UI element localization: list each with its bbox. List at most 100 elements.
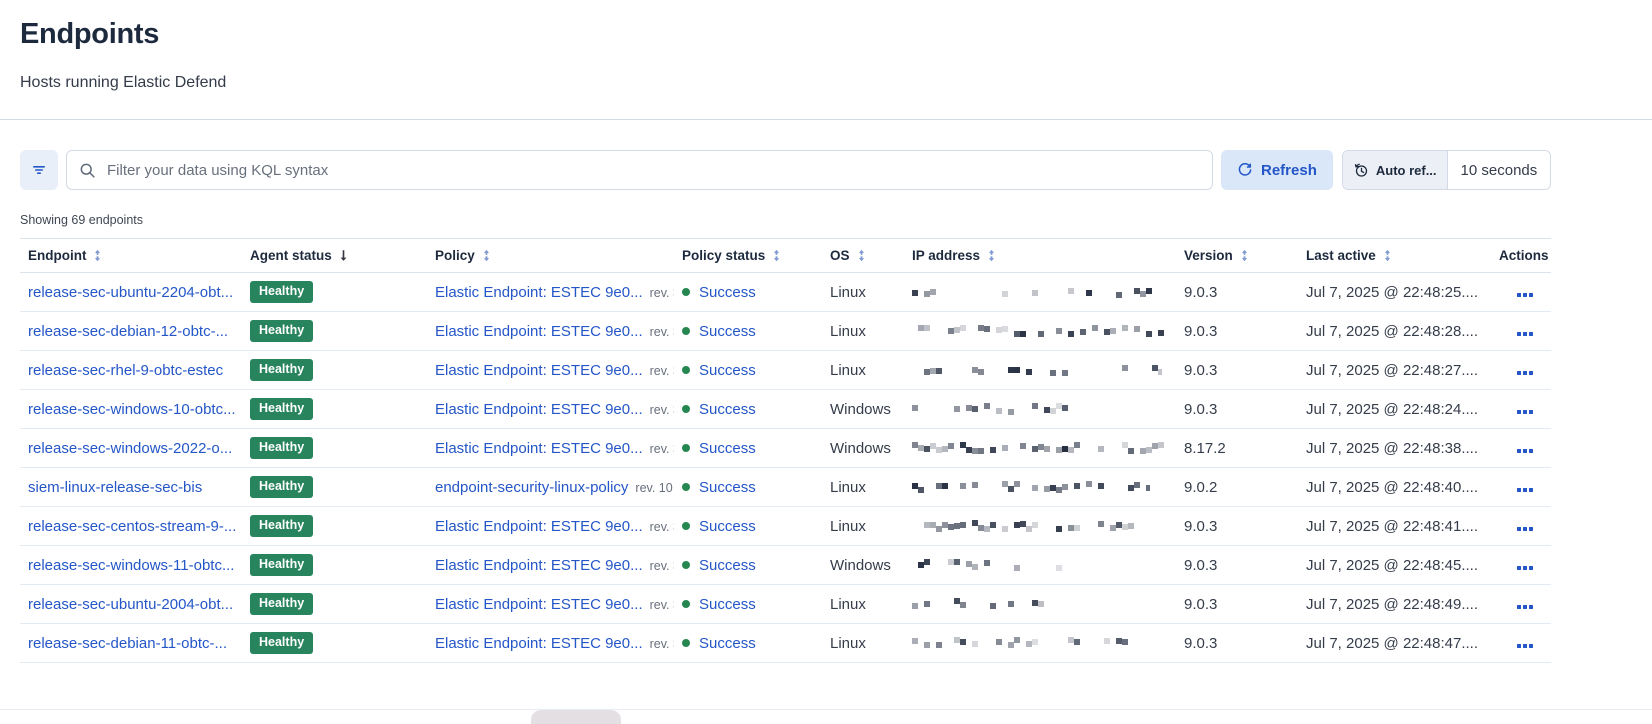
row-actions-button[interactable] bbox=[1513, 445, 1537, 457]
auto-refresh-interval[interactable]: 10 seconds bbox=[1447, 151, 1551, 189]
policy-status-link[interactable]: Success bbox=[699, 556, 756, 574]
policy-link[interactable]: Elastic Endpoint: ESTEC 9e0... bbox=[435, 439, 643, 457]
version-label: 9.0.3 bbox=[1184, 283, 1218, 301]
boxes-horizontal-icon bbox=[1517, 487, 1521, 492]
policy-status-link[interactable]: Success bbox=[699, 283, 756, 301]
table-row: release-sec-windows-11-obtc... Healthy Ela… bbox=[20, 545, 1551, 585]
column-header-last-active[interactable]: Last active bbox=[1298, 238, 1491, 273]
kql-search-input[interactable] bbox=[105, 160, 1200, 180]
table-row: siem-linux-release-sec-bis Healthy endpoin… bbox=[20, 467, 1551, 507]
policy-status-dot bbox=[682, 599, 690, 608]
last-active-label: Jul 7, 2025 @ 22:48:27.... bbox=[1306, 361, 1479, 379]
version-label: 9.0.3 bbox=[1184, 517, 1218, 535]
row-actions-button[interactable] bbox=[1513, 328, 1537, 340]
column-label: Last active bbox=[1306, 248, 1376, 263]
policy-link[interactable]: Elastic Endpoint: ESTEC 9e0... bbox=[435, 595, 643, 613]
policy-status-link[interactable]: Success bbox=[699, 400, 756, 418]
policy-status-link[interactable]: Success bbox=[699, 322, 756, 340]
last-active-label: Jul 7, 2025 @ 22:48:47.... bbox=[1306, 634, 1479, 652]
os-label: Windows bbox=[830, 400, 891, 418]
agent-status-badge: Healthy bbox=[250, 359, 314, 381]
agent-status-badge: Healthy bbox=[250, 281, 314, 303]
last-active-label: Jul 7, 2025 @ 22:48:24.... bbox=[1306, 400, 1479, 418]
endpoint-count-summary: Showing 69 endpoints bbox=[20, 213, 144, 227]
column-header-policy-status[interactable]: Policy status bbox=[674, 238, 822, 273]
policy-revision: rev. 36 bbox=[649, 558, 674, 573]
row-actions-button[interactable] bbox=[1513, 601, 1537, 613]
boxes-horizontal-icon bbox=[1517, 526, 1521, 531]
policy-status-link[interactable]: Success bbox=[699, 595, 756, 613]
last-active-label: Jul 7, 2025 @ 22:48:41.... bbox=[1306, 517, 1479, 535]
boxes-horizontal-icon bbox=[1517, 643, 1521, 648]
row-actions-button[interactable] bbox=[1513, 289, 1537, 301]
policy-status-link[interactable]: Success bbox=[699, 517, 756, 535]
auto-refresh-label: Auto ref... bbox=[1375, 162, 1437, 178]
table-row: release-sec-rhel-9-obtc-estec Healthy Elas… bbox=[20, 350, 1551, 390]
version-label: 8.17.2 bbox=[1184, 439, 1226, 457]
endpoint-link[interactable]: release-sec-debian-11-obtc-... bbox=[28, 634, 227, 652]
row-actions-button[interactable] bbox=[1513, 406, 1537, 418]
endpoint-link[interactable]: release-sec-windows-11-obtc... bbox=[28, 556, 235, 574]
page-title: Endpoints bbox=[20, 18, 160, 50]
sort-both-icon bbox=[774, 249, 780, 262]
policy-link[interactable]: Elastic Endpoint: ESTEC 9e0... bbox=[435, 634, 643, 652]
row-actions-button[interactable] bbox=[1513, 640, 1537, 652]
policy-link[interactable]: Elastic Endpoint: ESTEC 9e0... bbox=[435, 322, 643, 340]
policy-status-link[interactable]: Success bbox=[699, 634, 756, 652]
policy-link[interactable]: Elastic Endpoint: ESTEC 9e0... bbox=[435, 283, 643, 301]
version-label: 9.0.3 bbox=[1184, 634, 1218, 652]
column-header-os[interactable]: OS bbox=[822, 238, 904, 273]
row-actions-button[interactable] bbox=[1513, 562, 1537, 574]
column-header-agent-status[interactable]: Agent status bbox=[242, 238, 427, 273]
column-header-policy[interactable]: Policy bbox=[427, 238, 674, 273]
bottom-partial-element[interactable] bbox=[531, 710, 621, 724]
ip-address-redacted bbox=[912, 364, 1162, 377]
policy-status-link[interactable]: Success bbox=[699, 361, 756, 379]
policy-link[interactable]: Elastic Endpoint: ESTEC 9e0... bbox=[435, 556, 643, 574]
version-label: 9.0.3 bbox=[1184, 322, 1218, 340]
endpoint-link[interactable]: release-sec-ubuntu-2004-obt... bbox=[28, 595, 234, 613]
endpoint-link[interactable]: release-sec-ubuntu-2204-obt... bbox=[28, 283, 234, 301]
ip-address-redacted bbox=[912, 597, 1062, 611]
row-actions-button[interactable] bbox=[1513, 484, 1537, 496]
endpoint-link[interactable]: release-sec-rhel-9-obtc-estec bbox=[28, 361, 224, 379]
os-label: Linux bbox=[830, 517, 866, 535]
policy-link[interactable]: Elastic Endpoint: ESTEC 9e0... bbox=[435, 400, 643, 418]
sort-both-icon bbox=[988, 249, 995, 262]
policy-revision: rev. 36 bbox=[649, 519, 674, 534]
column-label: OS bbox=[830, 248, 850, 263]
endpoint-link[interactable]: siem-linux-release-sec-bis bbox=[28, 478, 203, 496]
policy-revision: rev. 10 bbox=[635, 480, 673, 495]
row-actions-button[interactable] bbox=[1513, 523, 1537, 535]
row-actions-button[interactable] bbox=[1513, 367, 1537, 379]
auto-refresh-toggle-button[interactable]: Auto ref... bbox=[1342, 151, 1448, 189]
last-active-label: Jul 7, 2025 @ 22:48:28.... bbox=[1306, 322, 1479, 340]
boxes-horizontal-icon bbox=[1517, 565, 1521, 570]
sort-both-icon bbox=[1241, 249, 1247, 262]
column-label: Endpoint bbox=[28, 248, 87, 263]
policy-status-dot bbox=[682, 404, 690, 413]
policy-link[interactable]: endpoint-security-linux-policy bbox=[435, 478, 629, 496]
policy-revision: rev. 36 bbox=[649, 285, 674, 300]
policy-revision: rev. 36 bbox=[649, 402, 674, 417]
column-header-ip-address[interactable]: IP address bbox=[904, 238, 1176, 273]
endpoint-link[interactable]: release-sec-debian-12-obtc-... bbox=[28, 322, 229, 340]
endpoint-link[interactable]: release-sec-centos-stream-9-... bbox=[28, 517, 237, 535]
os-label: Windows bbox=[830, 556, 891, 574]
kql-filter-button[interactable] bbox=[20, 150, 58, 190]
policy-status-link[interactable]: Success bbox=[699, 439, 756, 457]
os-label: Linux bbox=[830, 634, 866, 652]
column-header-version[interactable]: Version bbox=[1176, 238, 1298, 273]
column-label: Policy bbox=[435, 248, 475, 263]
search-toolbar: Refresh Auto ref... 10 seconds bbox=[20, 150, 1632, 190]
version-label: 9.0.3 bbox=[1184, 556, 1218, 574]
policy-link[interactable]: Elastic Endpoint: ESTEC 9e0... bbox=[435, 361, 643, 379]
policy-status-link[interactable]: Success bbox=[699, 478, 756, 496]
endpoint-link[interactable]: release-sec-windows-10-obtc... bbox=[28, 400, 236, 418]
table-header-row: Endpoint Agent status Policy Policy status O… bbox=[20, 238, 1551, 273]
column-header-endpoint[interactable]: Endpoint bbox=[20, 238, 242, 273]
policy-link[interactable]: Elastic Endpoint: ESTEC 9e0... bbox=[435, 517, 643, 535]
endpoint-link[interactable]: release-sec-windows-2022-o... bbox=[28, 439, 233, 457]
refresh-button[interactable]: Refresh bbox=[1221, 150, 1333, 190]
auto-refresh-control: Auto ref... 10 seconds bbox=[1341, 150, 1552, 190]
